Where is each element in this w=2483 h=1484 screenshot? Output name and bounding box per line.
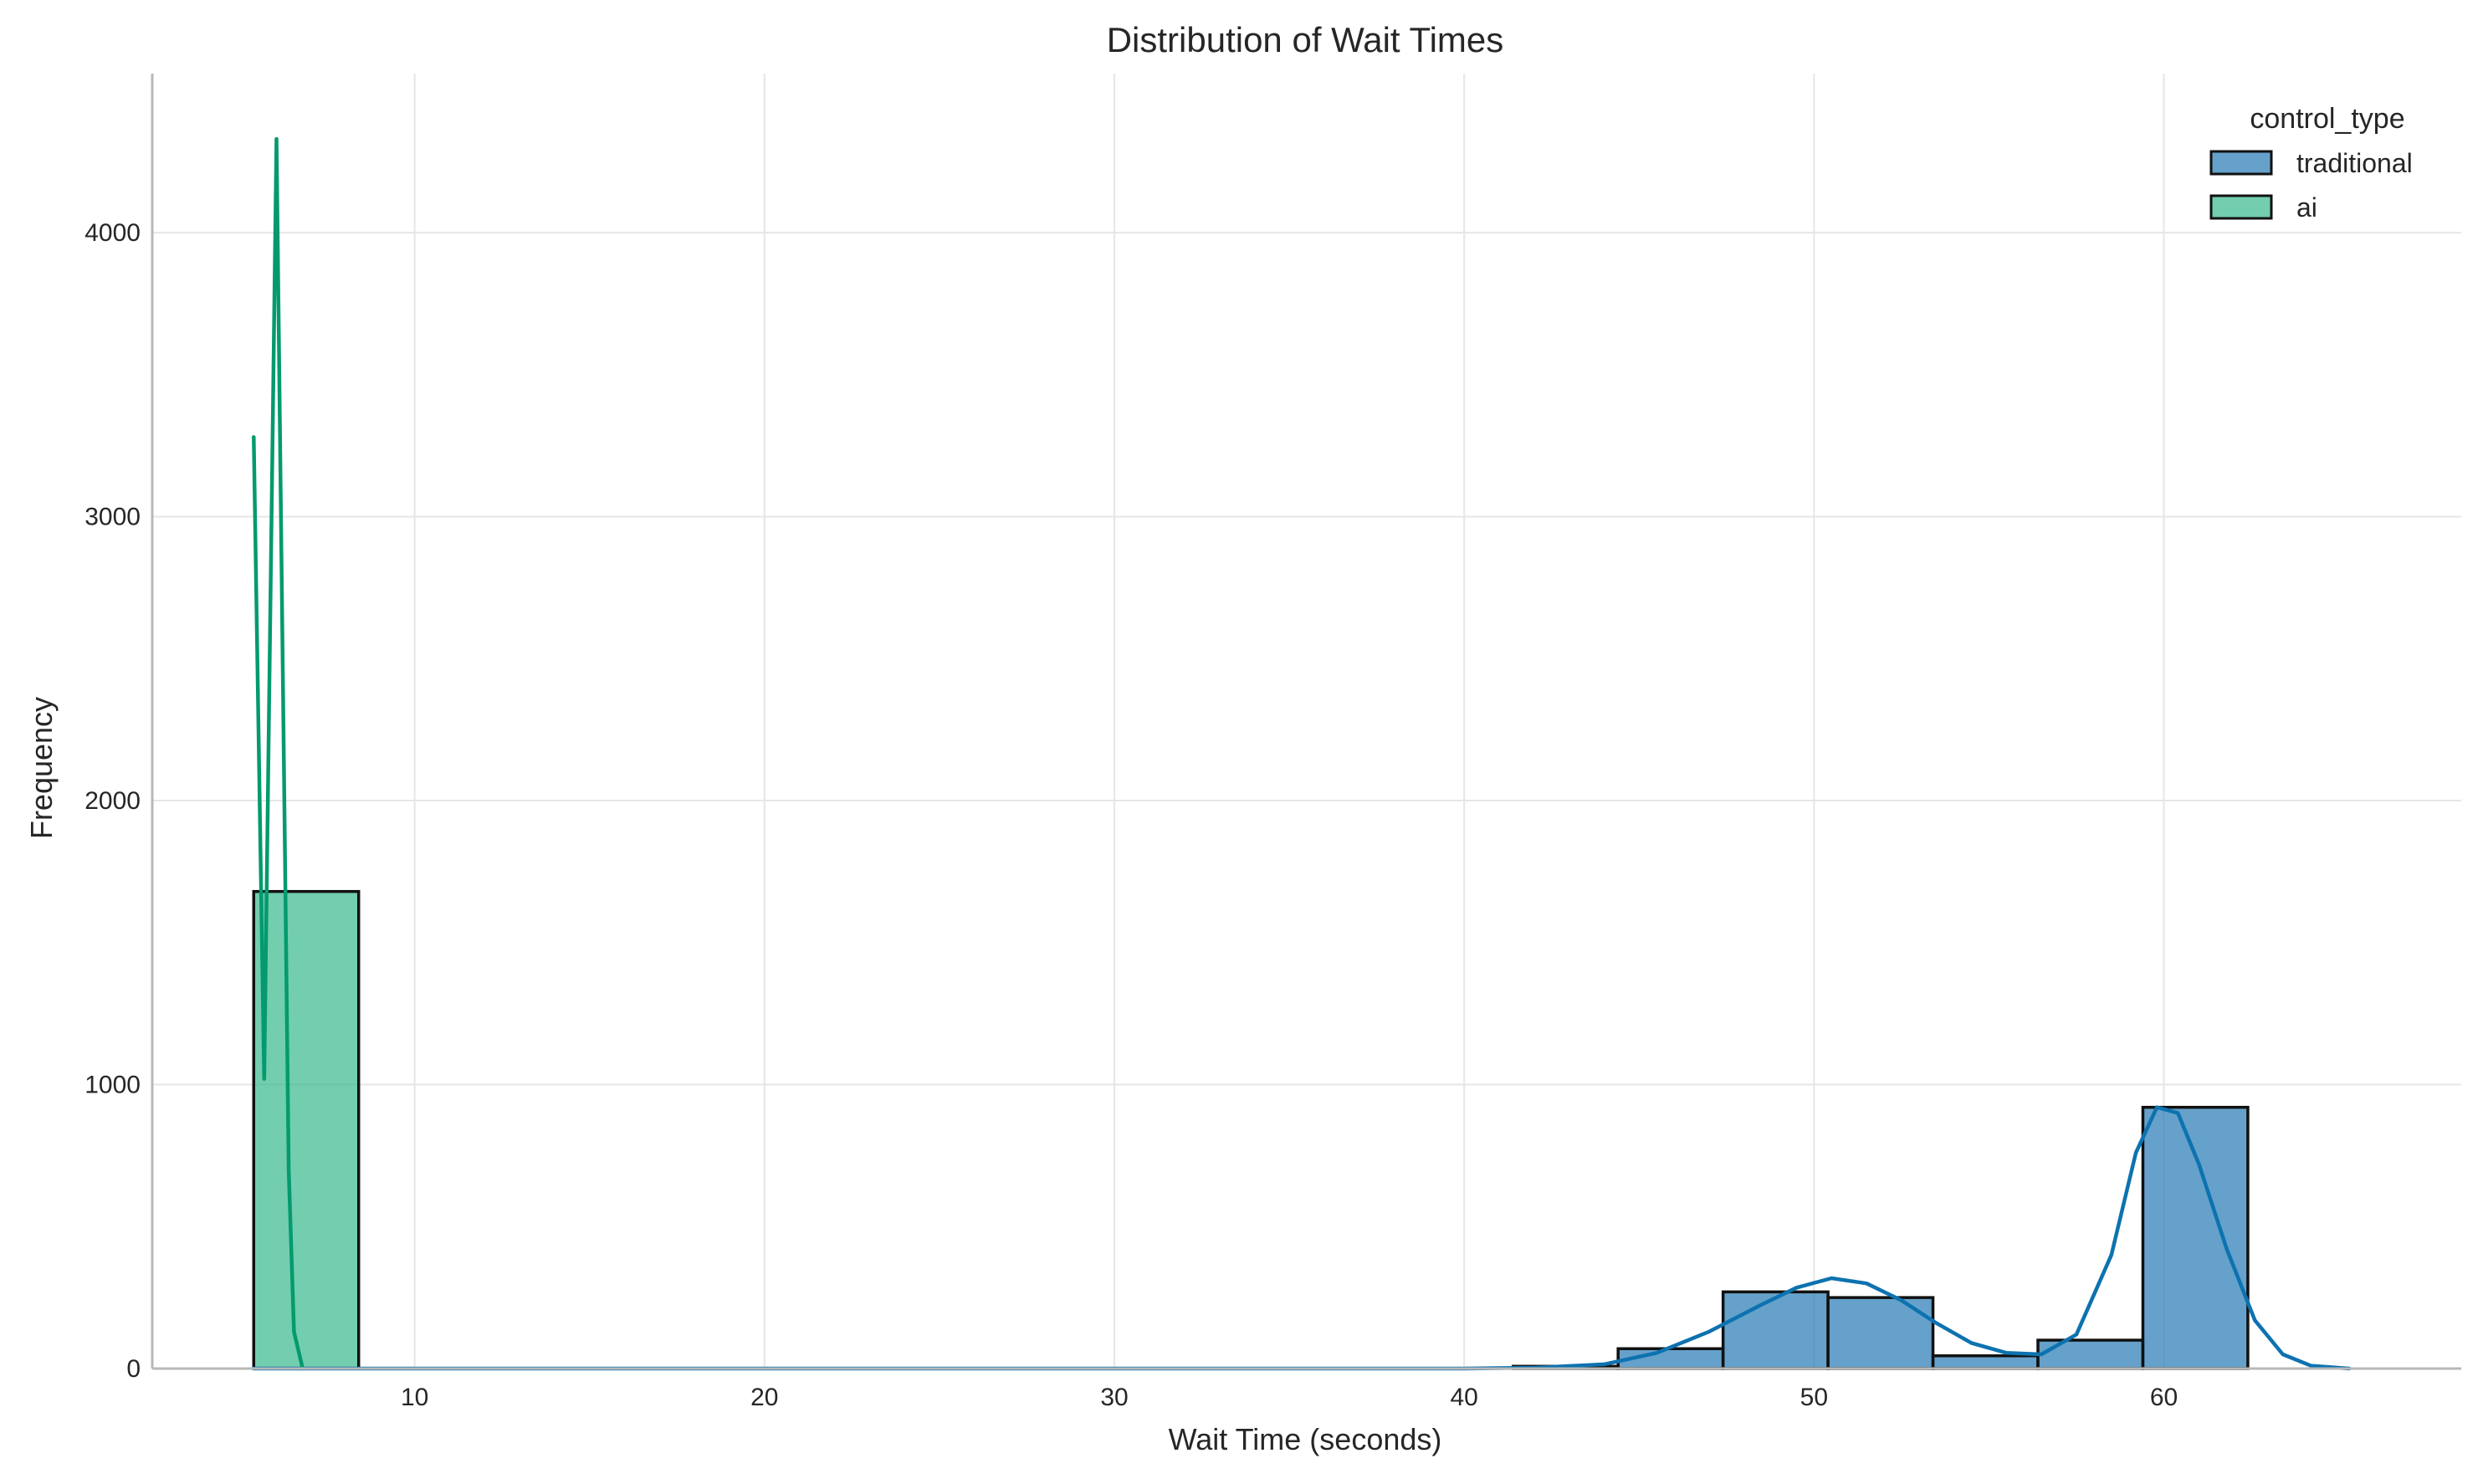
y-axis-title: Frequency xyxy=(24,697,59,839)
histogram-bar-traditional xyxy=(1931,1354,2040,1370)
chart-title: Distribution of Wait Times xyxy=(1107,20,1504,59)
legend-item-ai: ai xyxy=(2209,192,2317,223)
bars xyxy=(252,889,2250,1370)
legend-title: control_type xyxy=(2250,103,2404,135)
x-tick-label: 10 xyxy=(401,1384,428,1411)
x-tick-label: 60 xyxy=(2150,1384,2178,1411)
y-tick-label: 4000 xyxy=(84,219,141,247)
y-tick-label: 0 xyxy=(126,1355,141,1383)
x-axis-title: Wait Time (seconds) xyxy=(1169,1422,1442,1456)
legend-swatch-traditional xyxy=(2209,150,2273,176)
axes-spines xyxy=(151,74,2461,1370)
y-tick-label: 1000 xyxy=(84,1072,141,1099)
legend-swatch-ai xyxy=(2209,194,2273,220)
histogram-bar-traditional xyxy=(1826,1296,1935,1370)
legend-item-traditional: traditional xyxy=(2209,148,2413,178)
histogram-bar-traditional xyxy=(1721,1290,1830,1370)
kde-curves xyxy=(252,136,2352,1371)
x-tick-label: 20 xyxy=(750,1384,778,1411)
y-tick-label: 2000 xyxy=(84,787,141,815)
legend: control_type traditional ai xyxy=(2209,103,2413,223)
tick-labels: 10 20 30 40 50 60 0 1000 2000 3000 4000 xyxy=(84,219,2178,1411)
histogram-bar-traditional xyxy=(2141,1105,2250,1370)
kde-line-traditional xyxy=(252,1105,2352,1371)
kde-line-ai xyxy=(252,136,305,1371)
x-tick-label: 40 xyxy=(1450,1384,1477,1411)
legend-label-traditional: traditional xyxy=(2296,148,2413,178)
grid xyxy=(152,74,2461,1369)
x-tick-label: 30 xyxy=(1100,1384,1128,1411)
histogram-bar-ai xyxy=(252,889,361,1370)
histogram-bar-traditional xyxy=(2036,1338,2145,1370)
x-tick-label: 50 xyxy=(1800,1384,1828,1411)
legend-label-ai: ai xyxy=(2296,192,2317,223)
y-tick-label: 3000 xyxy=(84,504,141,531)
